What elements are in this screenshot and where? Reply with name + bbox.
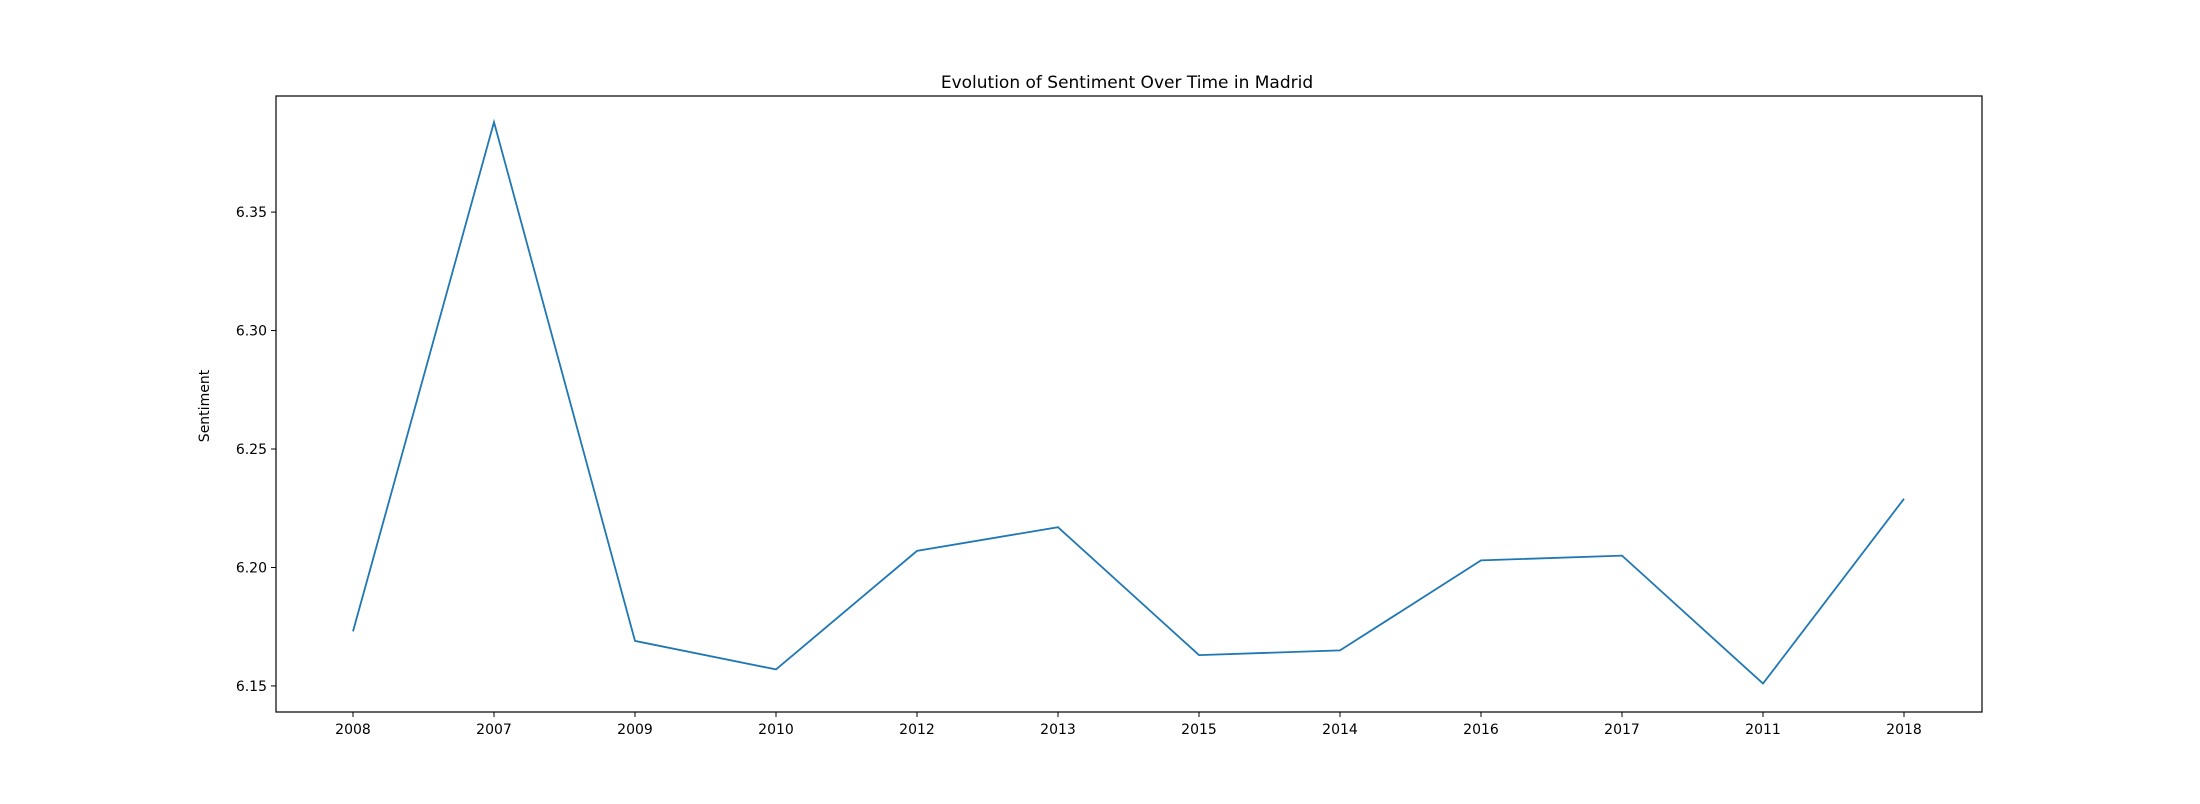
x-tick-label: 2009 [617, 722, 653, 738]
x-tick-label: 2013 [1040, 722, 1076, 738]
x-tick-label: 2010 [758, 722, 794, 738]
x-tick-label: 2008 [335, 722, 371, 738]
series-layer [352, 118, 1905, 685]
x-tick-label: 2016 [1463, 722, 1499, 738]
y-tick-label: 6.30 [236, 324, 267, 340]
x-tick-label: 2011 [1745, 722, 1781, 738]
x-tick-label: 2014 [1322, 722, 1358, 738]
x-tick-label: 2017 [1604, 722, 1640, 738]
plot-area-frame [275, 95, 1983, 713]
x-tick-label: 2007 [476, 722, 512, 738]
x-tick-label: 2018 [1886, 722, 1922, 738]
y-axis-label: Sentiment [197, 369, 213, 442]
axis-ticks: 2008 2007 2009 2010 2012 2013 2015 2014 2016 2017… [236, 205, 1922, 738]
chart-title: Evolution of Sentiment Over Time in Madr… [941, 73, 1313, 93]
x-tick-label: 2012 [899, 722, 935, 738]
series-line-0 [352, 118, 1905, 685]
y-tick-label: 6.35 [236, 205, 267, 221]
y-tick-label: 6.20 [236, 560, 267, 576]
y-tick-label: 6.25 [236, 442, 267, 458]
y-tick-label: 6.15 [236, 679, 267, 695]
x-tick-label: 2015 [1181, 722, 1217, 738]
